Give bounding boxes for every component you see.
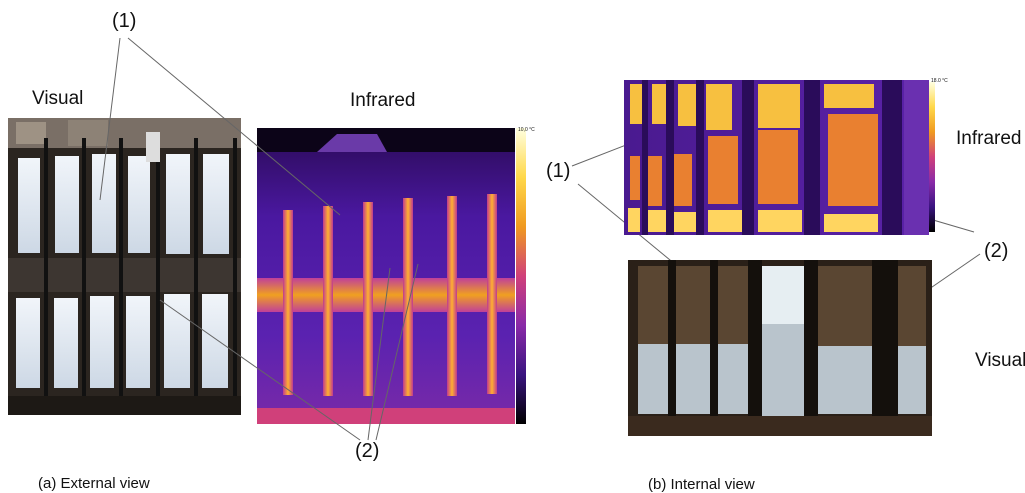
label-visual-right: Visual <box>975 350 1025 371</box>
callout-2-right: (2) <box>984 240 1009 262</box>
external-infrared-image <box>257 128 515 424</box>
internal-visual-photo <box>628 260 932 436</box>
callout-1-right: (1) <box>546 160 571 182</box>
callout-1-top: (1) <box>112 10 137 32</box>
external-visual-photo <box>8 118 241 415</box>
label-infrared-left: Infrared <box>350 90 416 111</box>
scale-bar-right <box>929 82 935 232</box>
caption-internal: (b) Internal view <box>648 476 755 493</box>
label-infrared-right: Infrared <box>956 128 1022 149</box>
caption-external: (a) External view <box>38 475 150 492</box>
label-visual-left: Visual <box>32 88 84 109</box>
callout-2-bottom: (2) <box>355 440 380 462</box>
scale-bar-left <box>516 128 526 424</box>
internal-infrared-image <box>624 80 929 235</box>
scale-right-max: 18.0 °C <box>931 78 948 84</box>
scale-left-max: 10,0 °C <box>518 127 535 133</box>
